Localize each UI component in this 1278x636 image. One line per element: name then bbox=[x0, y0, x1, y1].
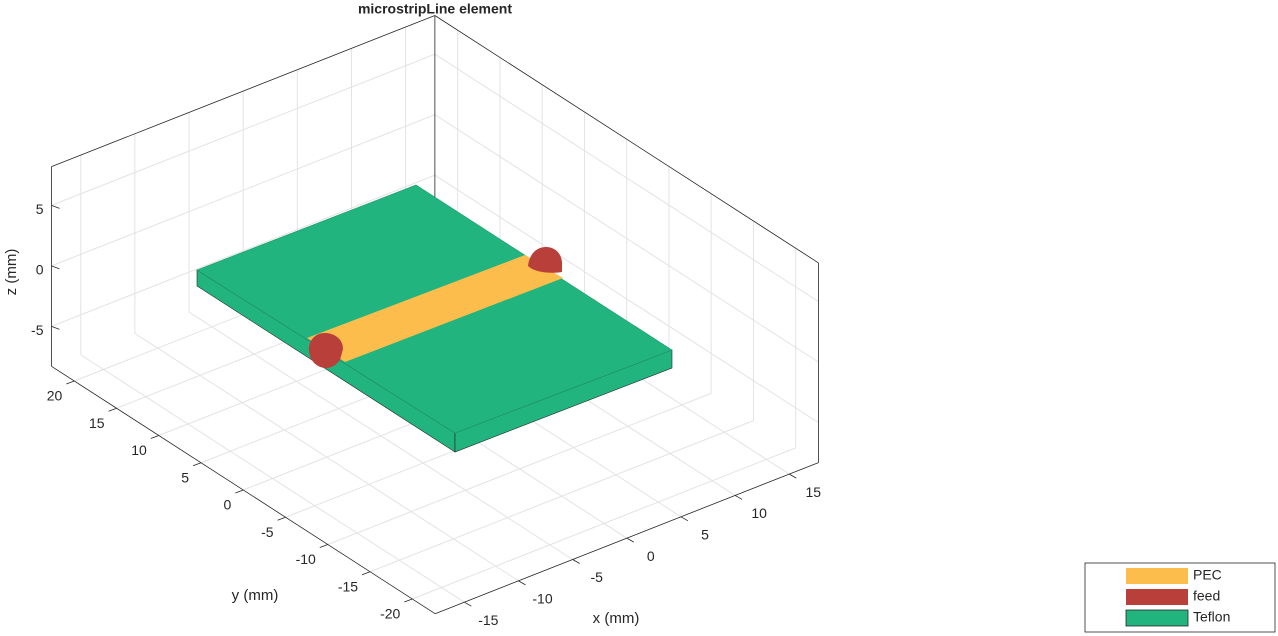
tick-mark bbox=[277, 516, 286, 521]
x-tick-label: 10 bbox=[751, 505, 767, 521]
z-tick-label: 5 bbox=[36, 201, 44, 217]
model bbox=[196, 184, 673, 453]
chart-title: microstripLine element bbox=[358, 1, 512, 17]
y-tick-label: 5 bbox=[181, 469, 189, 485]
legend-swatch bbox=[1125, 609, 1189, 627]
tick-mark bbox=[680, 516, 689, 522]
y-tick-label: 10 bbox=[131, 442, 147, 458]
grid-line bbox=[412, 447, 796, 600]
tick-labels: -15 -10 -5 0 5 10 15 -20 -15 -10 -5 0 5 10 15 20 -5 0 5 bbox=[31, 201, 821, 628]
tick-mark bbox=[235, 489, 244, 494]
tick-mark bbox=[51, 265, 60, 270]
tick-mark bbox=[518, 580, 526, 586]
legend-label: feed bbox=[1193, 588, 1220, 604]
x-tick-label: 15 bbox=[805, 484, 821, 500]
grid-line bbox=[51, 174, 436, 327]
tick-mark bbox=[150, 435, 159, 439]
x-tick-label: -5 bbox=[590, 569, 603, 585]
tick-mark bbox=[319, 544, 328, 548]
y-tick-label: -20 bbox=[380, 606, 400, 622]
axis-line bbox=[51, 15, 436, 168]
legend-label: Teflon bbox=[1193, 609, 1230, 625]
x-tick-label: -10 bbox=[532, 591, 552, 607]
tick-mark bbox=[626, 537, 635, 543]
legend: PEC feed Teflon bbox=[1125, 567, 1230, 627]
z-tick-label: 0 bbox=[36, 262, 44, 278]
tick-mark bbox=[734, 495, 743, 500]
y-tick-label: -15 bbox=[338, 578, 358, 594]
x-tick-label: 0 bbox=[647, 548, 655, 564]
feed-port bbox=[528, 247, 563, 273]
axes-box bbox=[51, 15, 819, 615]
x-tick-label: -15 bbox=[478, 612, 498, 628]
tick-mark bbox=[361, 571, 371, 576]
tick-mark bbox=[192, 462, 202, 467]
grid-line bbox=[51, 114, 436, 267]
legend-label: PEC bbox=[1193, 567, 1222, 583]
legend-swatch bbox=[1126, 568, 1188, 584]
feed-port bbox=[308, 333, 343, 368]
z-axis-label: z (mm) bbox=[3, 249, 20, 296]
y-tick-label: -10 bbox=[296, 551, 316, 567]
y-tick-label: 20 bbox=[47, 388, 63, 404]
tick-mark bbox=[108, 407, 117, 412]
z-tick-label: -5 bbox=[31, 322, 44, 338]
tick-mark bbox=[51, 204, 60, 209]
legend-swatch bbox=[1126, 589, 1188, 605]
strip bbox=[307, 255, 563, 362]
y-tick-label: 15 bbox=[89, 415, 105, 431]
grid-line bbox=[434, 174, 819, 424]
tick-mark bbox=[51, 325, 60, 330]
y-tick-label: -5 bbox=[261, 524, 274, 540]
tick-mark bbox=[464, 601, 472, 607]
tick-mark bbox=[572, 559, 580, 564]
x-tick-label: 5 bbox=[701, 526, 709, 542]
grid-line bbox=[434, 53, 819, 303]
grid-line bbox=[434, 114, 819, 363]
tick-mark bbox=[789, 473, 797, 479]
tick-mark bbox=[404, 598, 413, 603]
y-axis-label: y (mm) bbox=[232, 587, 279, 604]
grid-line bbox=[51, 53, 436, 206]
y-tick-label: 0 bbox=[224, 497, 232, 513]
grid-line bbox=[369, 420, 754, 573]
tick-mark bbox=[66, 380, 75, 385]
axis-line bbox=[434, 15, 819, 264]
x-axis-label: x (mm) bbox=[593, 610, 640, 627]
grid-line bbox=[327, 392, 712, 545]
